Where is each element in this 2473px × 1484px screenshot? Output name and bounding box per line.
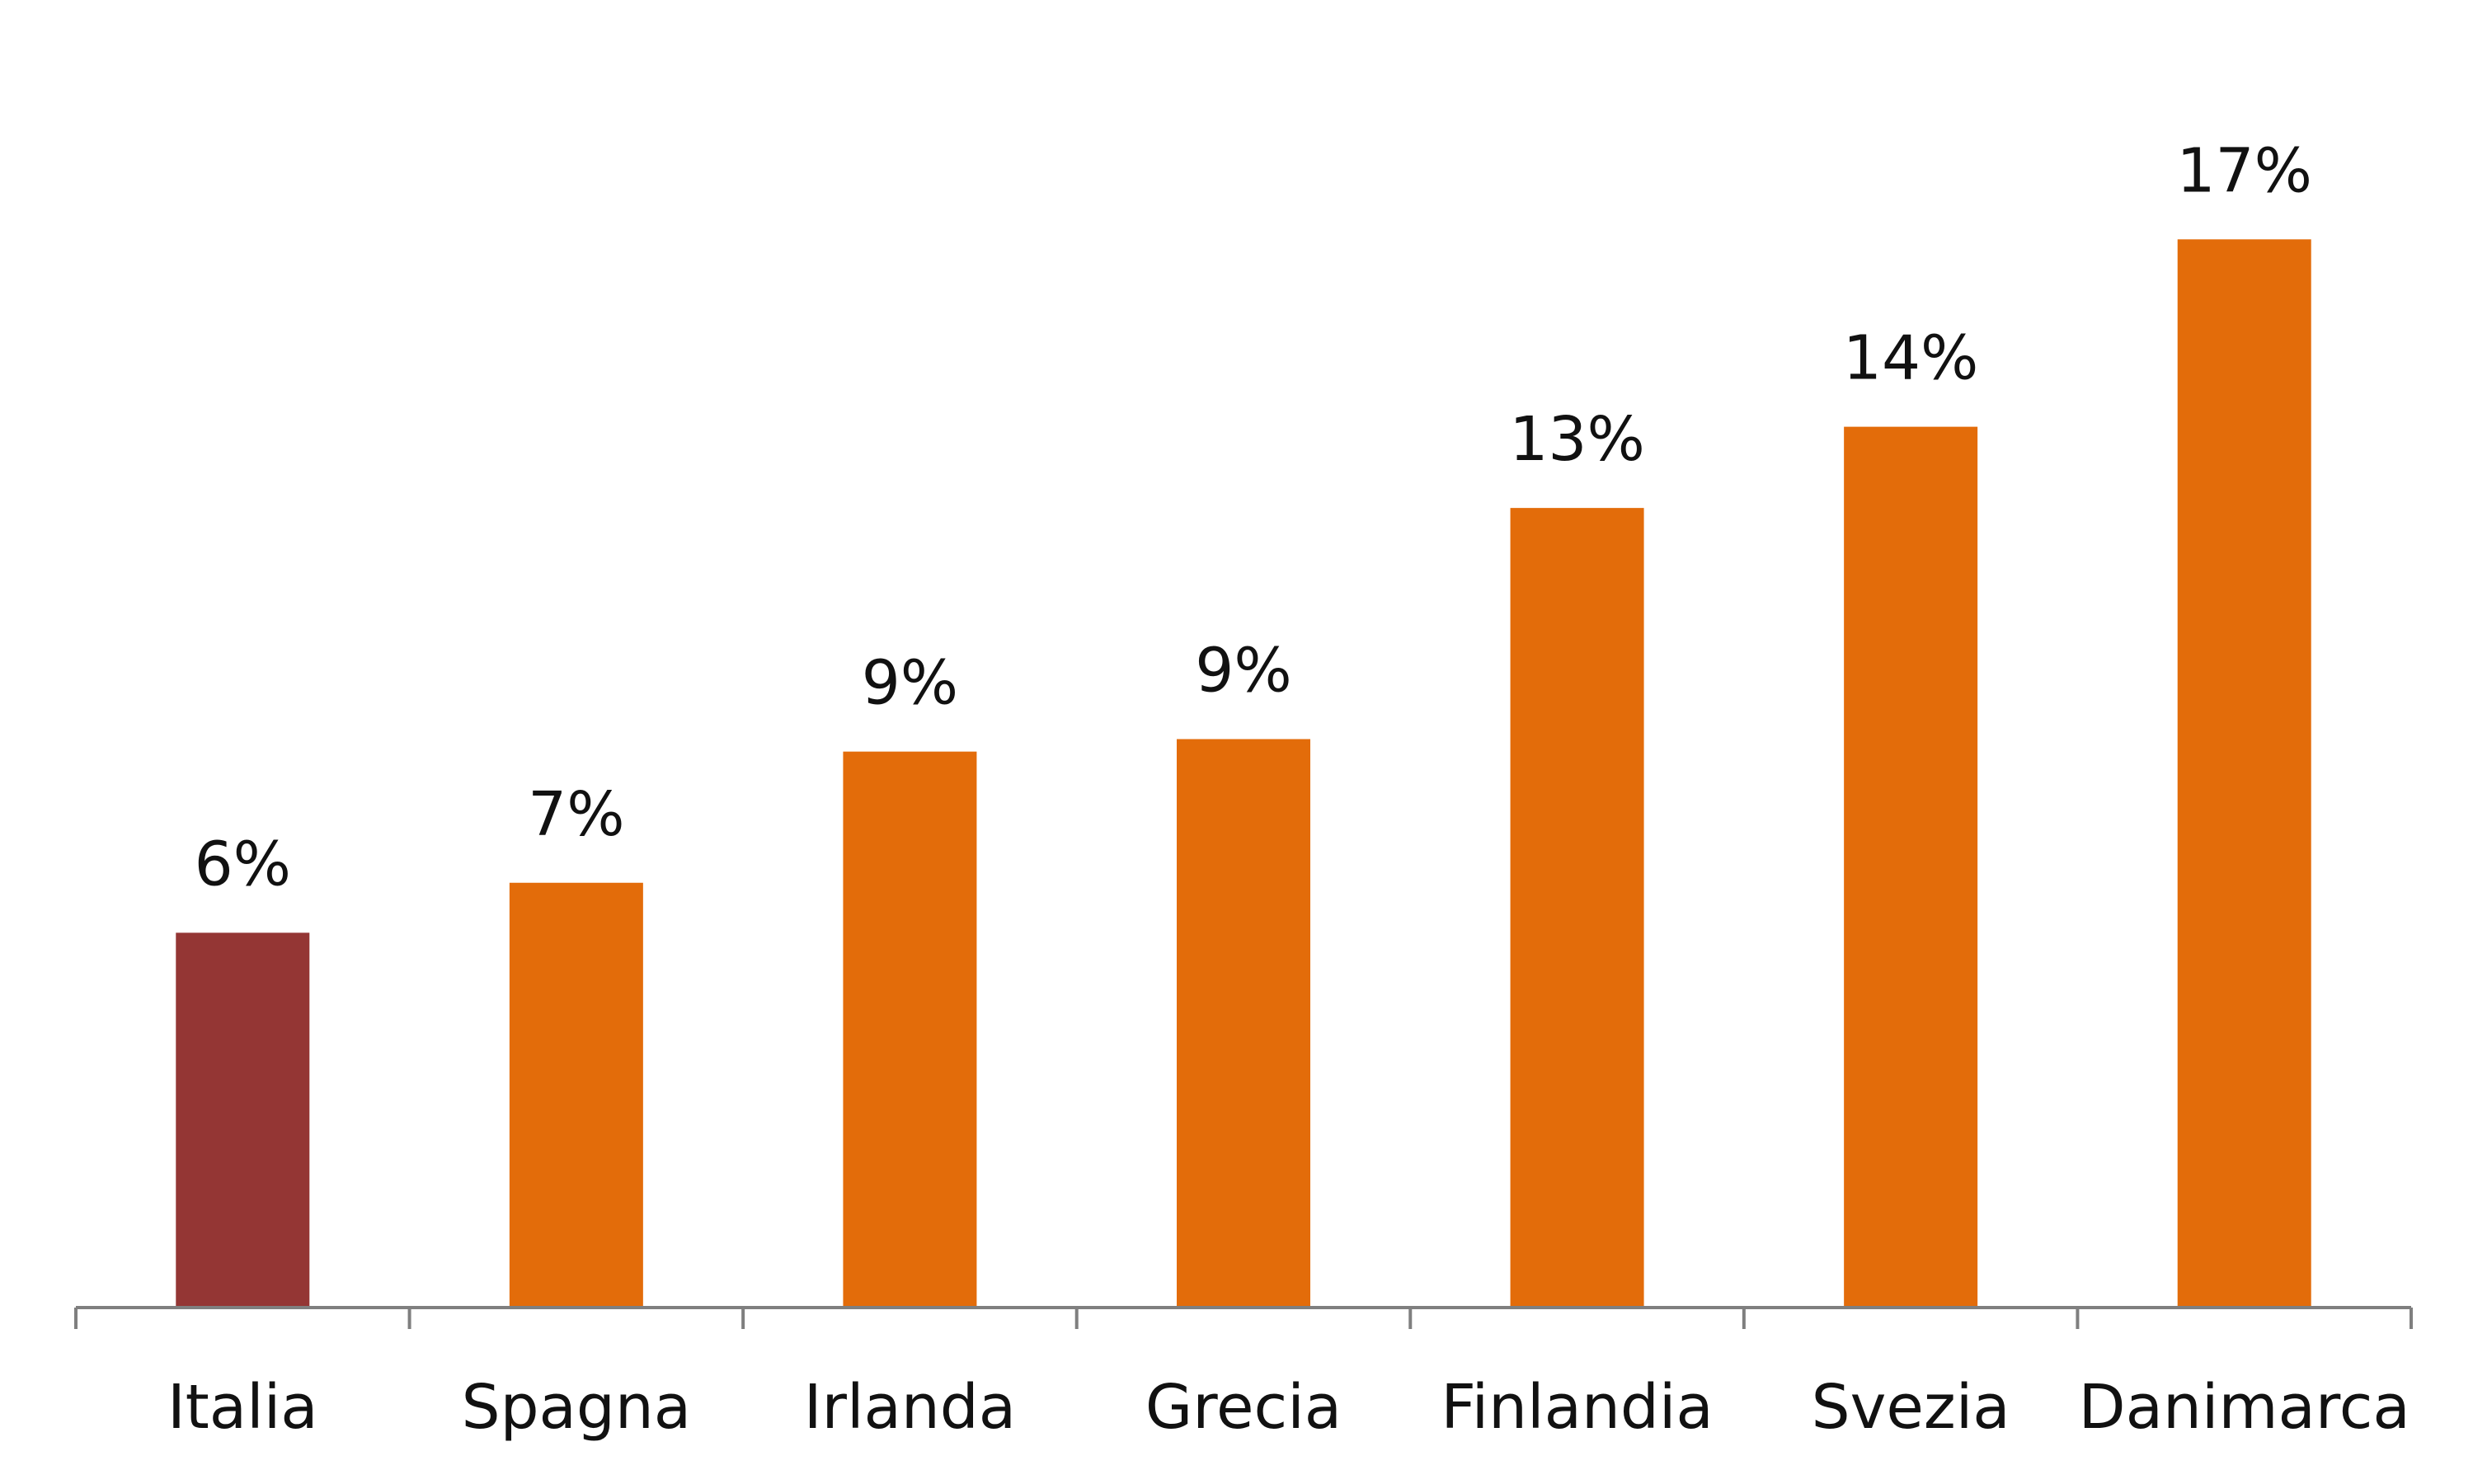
x-tick-label-spagna: Spagna: [462, 1372, 692, 1443]
labels-layer: 6% Italia 7% Spagna 9% Irlanda 9% Grecia 13% Finl…: [167, 135, 2410, 1443]
bar-irlanda: [843, 751, 977, 1308]
bar-grecia: [1177, 739, 1310, 1308]
x-axis: [74, 1306, 2413, 1329]
data-label-grecia: 9%: [1195, 635, 1291, 706]
bar-danimarca: [2177, 239, 2311, 1308]
x-tick-label-svezia: Svezia: [1812, 1372, 2010, 1443]
bar-finlandia: [1510, 508, 1644, 1308]
data-label-irlanda: 9%: [862, 648, 958, 719]
data-label-spagna: 7%: [528, 779, 624, 850]
x-tick-label-irlanda: Irlanda: [804, 1372, 1016, 1443]
data-label-danimarca: 17%: [2176, 135, 2311, 206]
x-tick-label-italia: Italia: [167, 1372, 318, 1443]
data-label-finlandia: 13%: [1509, 404, 1644, 475]
x-tick-label-danimarca: Danimarca: [2079, 1372, 2410, 1443]
bar-svezia: [1844, 426, 1978, 1308]
x-tick-label-grecia: Grecia: [1145, 1372, 1342, 1443]
x-tick-label-finlandia: Finlandia: [1441, 1372, 1713, 1443]
bar-italia: [176, 932, 310, 1308]
data-label-svezia: 14%: [1843, 323, 1978, 394]
bars-layer: [176, 239, 2311, 1308]
data-label-italia: 6%: [195, 829, 291, 899]
bar-spagna: [509, 882, 643, 1308]
